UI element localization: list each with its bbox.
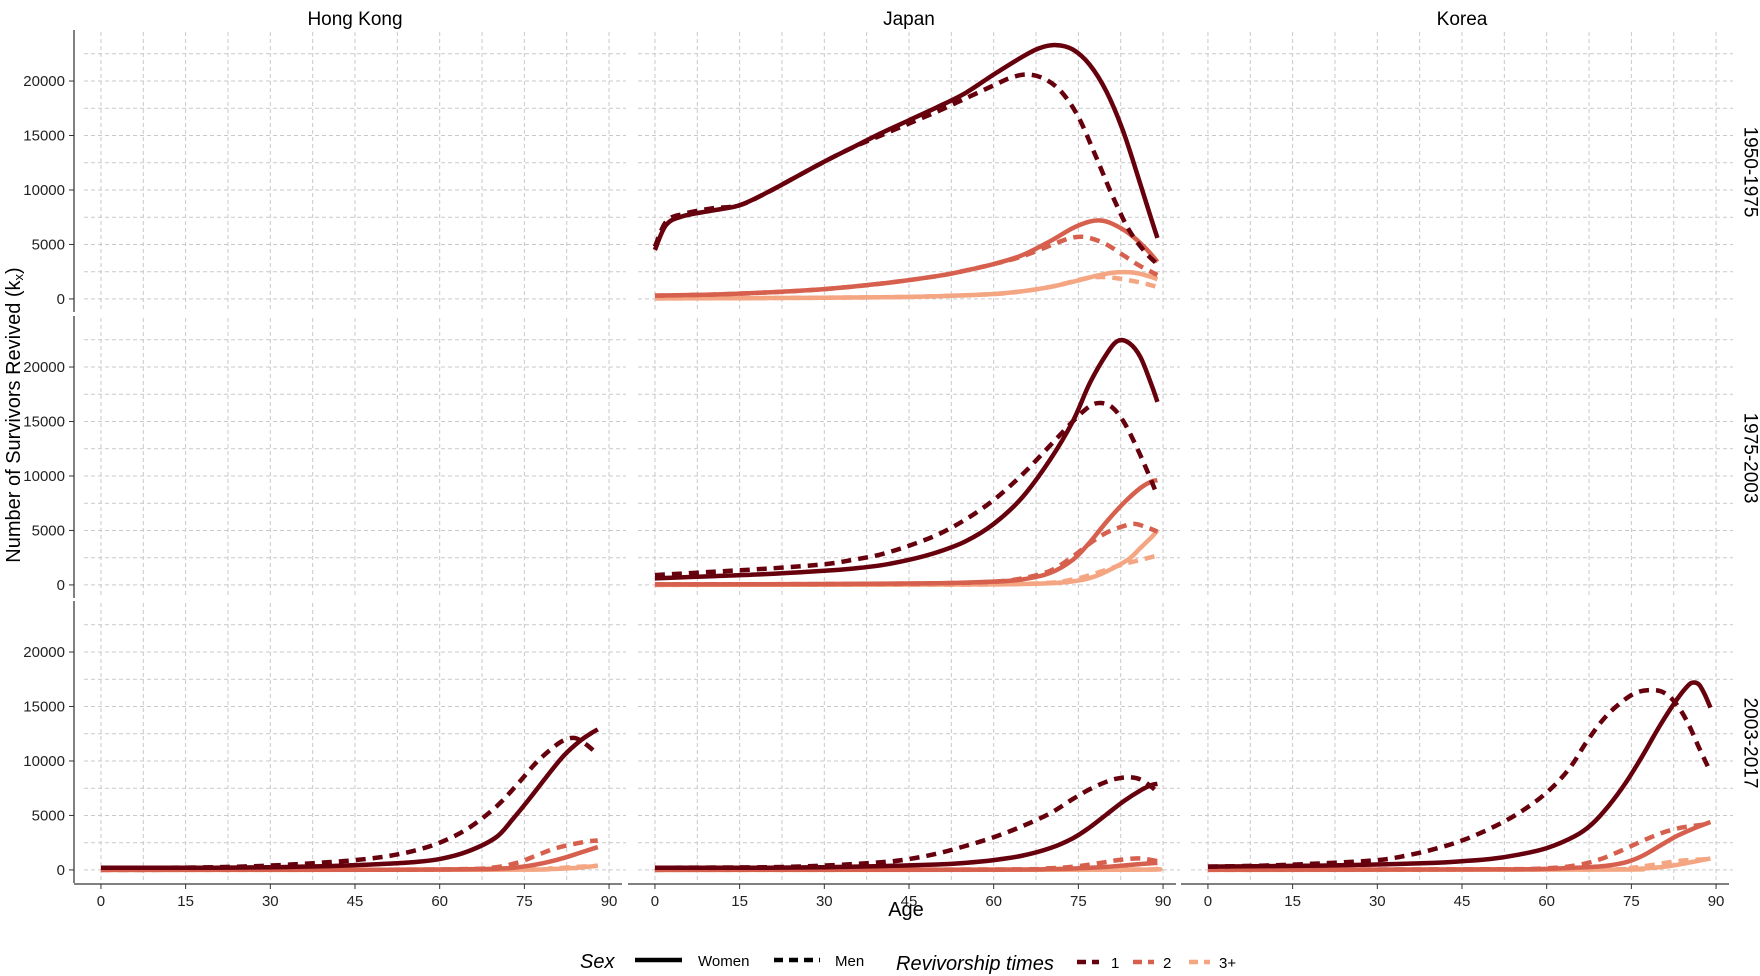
series-line-women-rev-1 — [100, 727, 599, 871]
y-tick-label: 0 — [57, 862, 65, 879]
grid — [84, 32, 626, 312]
panel-hong-kong-2003-2017: 0 5000 10000 15000 20000 0 15 30 45 60 75 90 — [23, 601, 626, 910]
grid — [638, 32, 1180, 312]
series-line-men-rev-2 — [654, 856, 1158, 873]
series-line-women-rev-1 — [1207, 680, 1713, 869]
row-label-1950-1975: 1950-1975 — [1740, 127, 1760, 218]
legend-label-men: Men — [835, 953, 864, 970]
legend-label-rev-2: 2 — [1163, 955, 1171, 972]
y-tick-label: 20000 — [23, 644, 65, 661]
series-line-men-rev-2 — [654, 521, 1159, 587]
y-tick-label: 15000 — [23, 414, 65, 431]
y-tick-label: 15000 — [23, 699, 65, 716]
x-tick-label: 60 — [985, 893, 1002, 910]
legend: Sex Women Men Revivorship times 1 2 3+ — [580, 951, 1236, 975]
y-axis-title: Number of Survivors Revived (kx) — [3, 267, 26, 562]
panel-hong-kong-1950-1975: 0 5000 10000 15000 20000 — [23, 30, 626, 312]
legend-label-women: Women — [698, 953, 749, 970]
grid — [84, 318, 626, 598]
x-tick-label: 60 — [431, 893, 448, 910]
legend-sex-title: Sex — [580, 951, 615, 973]
series-line-men-rev-1 — [1207, 687, 1713, 869]
series-line-men-rev-1 — [652, 72, 1159, 266]
series-line-women-rev-2 — [1207, 819, 1712, 872]
x-tick-label: 0 — [651, 893, 659, 910]
y-tick-label: 0 — [57, 577, 65, 594]
x-tick-label: 45 — [901, 893, 918, 910]
panel-hong-kong-1975-2003: 0 5000 10000 15000 20000 — [23, 316, 626, 598]
x-tick-label: 15 — [177, 893, 194, 910]
series-line-men-rev-1 — [654, 775, 1160, 870]
y-tick-label: 5000 — [32, 236, 65, 253]
grid — [84, 603, 626, 883]
series-line-men-rev-1 — [654, 400, 1160, 578]
panel-japan-2003-2017: 0 15 30 45 60 75 90 — [628, 603, 1180, 910]
y-tick-label: 10000 — [23, 753, 65, 770]
x-tick-label: 90 — [1708, 893, 1725, 910]
x-tick-label: 30 — [816, 893, 833, 910]
grid — [638, 318, 1180, 598]
panels-layer: 0500010000150002000005000100001500020000… — [23, 30, 1733, 910]
y-tick-label: 10000 — [23, 182, 65, 199]
x-tick-label: 45 — [347, 893, 364, 910]
series-line-men-rev-1 — [100, 735, 600, 871]
series-line-men-rev-2 — [100, 838, 598, 873]
x-tick-label: 0 — [1204, 893, 1212, 910]
series-line-men-rev-3 — [654, 274, 1158, 301]
column-label-korea: Korea — [1437, 9, 1488, 30]
x-tick-label: 45 — [1454, 893, 1471, 910]
y-tick-label: 10000 — [23, 468, 65, 485]
x-axis-title: Age — [888, 899, 924, 921]
series-line-women-rev-1 — [654, 337, 1160, 581]
x-tick-label: 60 — [1538, 893, 1555, 910]
y-tick-label: 5000 — [32, 522, 65, 539]
series-line-men-rev-2 — [654, 234, 1159, 298]
panel-korea-1950-1975 — [1191, 32, 1733, 312]
x-tick-label: 75 — [1623, 893, 1640, 910]
x-tick-label: 30 — [1369, 893, 1386, 910]
legend-revivorship-title: Revivorship times — [896, 953, 1054, 975]
series-line-women-rev-2 — [654, 218, 1160, 298]
y-tick-label: 20000 — [23, 73, 65, 90]
grid — [1191, 318, 1733, 598]
x-tick-label: 90 — [1155, 893, 1172, 910]
row-label-2003-2017: 2003-2017 — [1740, 698, 1760, 789]
strip-labels: Hong Kong Japan Korea 1950-1975 1975-2003 200… — [307, 9, 1760, 788]
y-tick-label: 5000 — [32, 807, 65, 824]
series-line-men-rev-2 — [1207, 820, 1711, 872]
x-tick-label: 15 — [731, 893, 748, 910]
column-label-japan: Japan — [883, 9, 935, 30]
y-tick-label: 20000 — [23, 359, 65, 376]
column-label-hong-kong: Hong Kong — [307, 9, 402, 30]
series-line-women-rev-1 — [654, 781, 1158, 871]
y-tick-label: 0 — [57, 291, 65, 308]
legend-label-rev-3plus: 3+ — [1219, 955, 1236, 972]
legend-label-rev-1: 1 — [1111, 955, 1119, 972]
grid — [638, 603, 1180, 883]
x-tick-label: 90 — [601, 893, 618, 910]
panel-japan-1975-2003 — [638, 318, 1180, 598]
panel-korea-1975-2003 — [1191, 318, 1733, 598]
row-label-1975-2003: 1975-2003 — [1740, 413, 1760, 504]
grid — [1191, 32, 1733, 312]
x-tick-label: 0 — [97, 893, 105, 910]
x-tick-label: 75 — [1070, 893, 1087, 910]
y-tick-label: 15000 — [23, 128, 65, 145]
x-tick-label: 75 — [516, 893, 533, 910]
x-tick-label: 15 — [1284, 893, 1301, 910]
series-line-women-rev-1 — [652, 42, 1160, 251]
panel-japan-1950-1975 — [638, 32, 1180, 312]
x-tick-label: 30 — [262, 893, 279, 910]
panel-korea-2003-2017: 0 15 30 45 60 75 90 — [1181, 603, 1733, 910]
